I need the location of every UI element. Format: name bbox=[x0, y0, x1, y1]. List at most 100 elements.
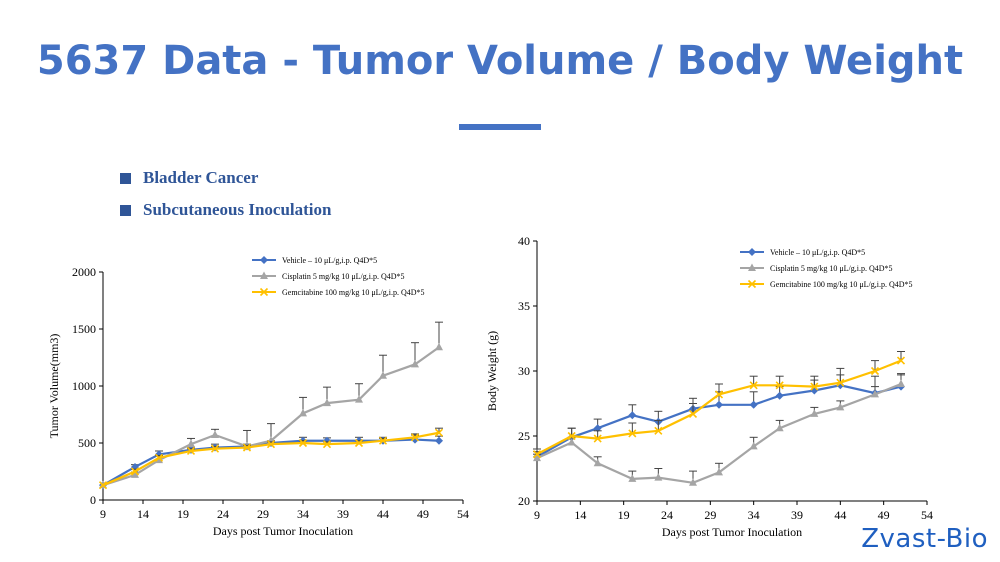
square-bullet-icon bbox=[120, 204, 131, 216]
data-point bbox=[567, 438, 576, 446]
data-point bbox=[749, 400, 758, 409]
title-underline bbox=[459, 124, 541, 130]
data-point bbox=[654, 473, 663, 481]
data-point bbox=[154, 453, 164, 462]
data-point bbox=[322, 440, 332, 449]
data-point bbox=[714, 390, 724, 399]
legend-label: Gemcitabine 100 mg/kg 10 μL/g,i.p. Q4D*5 bbox=[770, 280, 913, 289]
data-point bbox=[242, 443, 252, 452]
bullet-list: Bladder Cancer Subcutaneous Inoculation bbox=[120, 162, 331, 226]
data-point bbox=[411, 359, 419, 368]
x-tick-label: 44 bbox=[377, 507, 389, 521]
legend-label: Cisplatin 5 mg/kg 10 μL/g,i.p. Q4D*5 bbox=[282, 272, 405, 281]
y-tick-label: 1500 bbox=[72, 322, 96, 336]
data-point bbox=[130, 467, 140, 476]
data-point bbox=[187, 439, 195, 448]
x-axis-label: Days post Tumor Inoculation bbox=[213, 524, 353, 538]
y-tick-label: 1000 bbox=[72, 379, 96, 393]
x-tick-label: 14 bbox=[574, 508, 586, 522]
legend-label: Vehicle – 10 μL/g,i.p. Q4D*5 bbox=[282, 256, 377, 265]
x-tick-label: 54 bbox=[457, 507, 469, 521]
data-point bbox=[628, 429, 637, 438]
data-point bbox=[897, 379, 905, 387]
x-tick-label: 34 bbox=[748, 508, 760, 522]
data-point bbox=[628, 474, 637, 482]
x-tick-label: 44 bbox=[834, 508, 846, 522]
logo: Zvast-Bio bbox=[861, 524, 988, 554]
data-point bbox=[688, 409, 698, 418]
data-point bbox=[836, 402, 845, 411]
data-point bbox=[299, 408, 307, 417]
data-point bbox=[654, 426, 663, 435]
data-point bbox=[871, 389, 879, 398]
y-axis-label: Tumor Volume(mm3) bbox=[47, 334, 61, 439]
x-tick-label: 9 bbox=[534, 508, 540, 522]
y-tick-label: 30 bbox=[518, 364, 530, 378]
data-point bbox=[689, 478, 697, 486]
x-tick-label: 19 bbox=[177, 507, 189, 521]
y-tick-label: 0 bbox=[90, 493, 96, 507]
legend-label: Cisplatin 5 mg/kg 10 μL/g,i.p. Q4D*5 bbox=[770, 264, 893, 273]
tumor-volume-chart: 0 500 1000 1500 2000 9 14 19 24 29 34 39 44 49 54 Days … bbox=[47, 256, 469, 538]
square-bullet-icon bbox=[120, 172, 131, 184]
data-point bbox=[593, 424, 602, 433]
data-point bbox=[836, 378, 845, 387]
legend-marker bbox=[748, 248, 756, 256]
x-tick-label: 54 bbox=[921, 508, 933, 522]
data-point bbox=[567, 431, 576, 441]
y-tick-label: 500 bbox=[78, 436, 96, 450]
legend-marker bbox=[748, 263, 756, 271]
data-point bbox=[354, 438, 364, 448]
data-point bbox=[870, 366, 880, 376]
data-point bbox=[355, 395, 363, 403]
y-tick-label: 20 bbox=[518, 494, 530, 508]
data-point bbox=[378, 436, 388, 445]
data-point bbox=[810, 409, 819, 417]
series-line bbox=[102, 346, 440, 487]
legend-marker bbox=[259, 287, 269, 297]
bullet-item: Bladder Cancer bbox=[120, 162, 331, 194]
bullet-label: Bladder Cancer bbox=[143, 168, 259, 187]
y-tick-label: 2000 bbox=[72, 265, 96, 279]
y-tick-label: 35 bbox=[518, 299, 530, 313]
data-point bbox=[628, 411, 637, 420]
data-point bbox=[98, 481, 108, 490]
x-tick-label: 49 bbox=[878, 508, 890, 522]
x-tick-label: 24 bbox=[661, 508, 673, 522]
data-point bbox=[593, 458, 602, 467]
data-point bbox=[775, 423, 784, 432]
x-tick-label: 49 bbox=[417, 507, 429, 521]
data-point bbox=[775, 391, 784, 400]
data-point bbox=[749, 381, 758, 390]
x-tick-label: 19 bbox=[618, 508, 630, 522]
page-title: 5637 Data - Tumor Volume / Body Weight bbox=[36, 38, 964, 84]
data-point bbox=[775, 381, 784, 390]
data-point bbox=[896, 356, 906, 365]
data-point bbox=[379, 371, 387, 379]
x-tick-label: 29 bbox=[257, 507, 269, 521]
data-point bbox=[410, 433, 420, 442]
x-tick-label: 29 bbox=[704, 508, 716, 522]
data-point bbox=[266, 440, 276, 449]
x-tick-label: 9 bbox=[100, 507, 106, 521]
x-tick-label: 39 bbox=[791, 508, 803, 522]
data-point bbox=[593, 434, 602, 443]
legend-marker bbox=[260, 271, 268, 279]
data-point bbox=[715, 400, 723, 409]
bullet-item: Subcutaneous Inoculation bbox=[120, 194, 331, 226]
legend-marker bbox=[260, 256, 268, 264]
data-point bbox=[186, 446, 196, 456]
data-point bbox=[210, 444, 220, 453]
data-point bbox=[131, 470, 139, 478]
x-tick-label: 34 bbox=[297, 507, 309, 521]
data-point bbox=[434, 428, 444, 437]
x-axis-label: Days post Tumor Inoculation bbox=[662, 525, 802, 539]
data-point bbox=[533, 453, 541, 462]
data-point bbox=[435, 342, 443, 351]
data-point bbox=[532, 450, 542, 459]
bullet-label: Subcutaneous Inoculation bbox=[143, 200, 332, 219]
x-tick-label: 24 bbox=[217, 507, 229, 521]
data-point bbox=[810, 382, 819, 391]
x-tick-label: 14 bbox=[137, 507, 149, 521]
y-tick-label: 25 bbox=[518, 429, 530, 443]
